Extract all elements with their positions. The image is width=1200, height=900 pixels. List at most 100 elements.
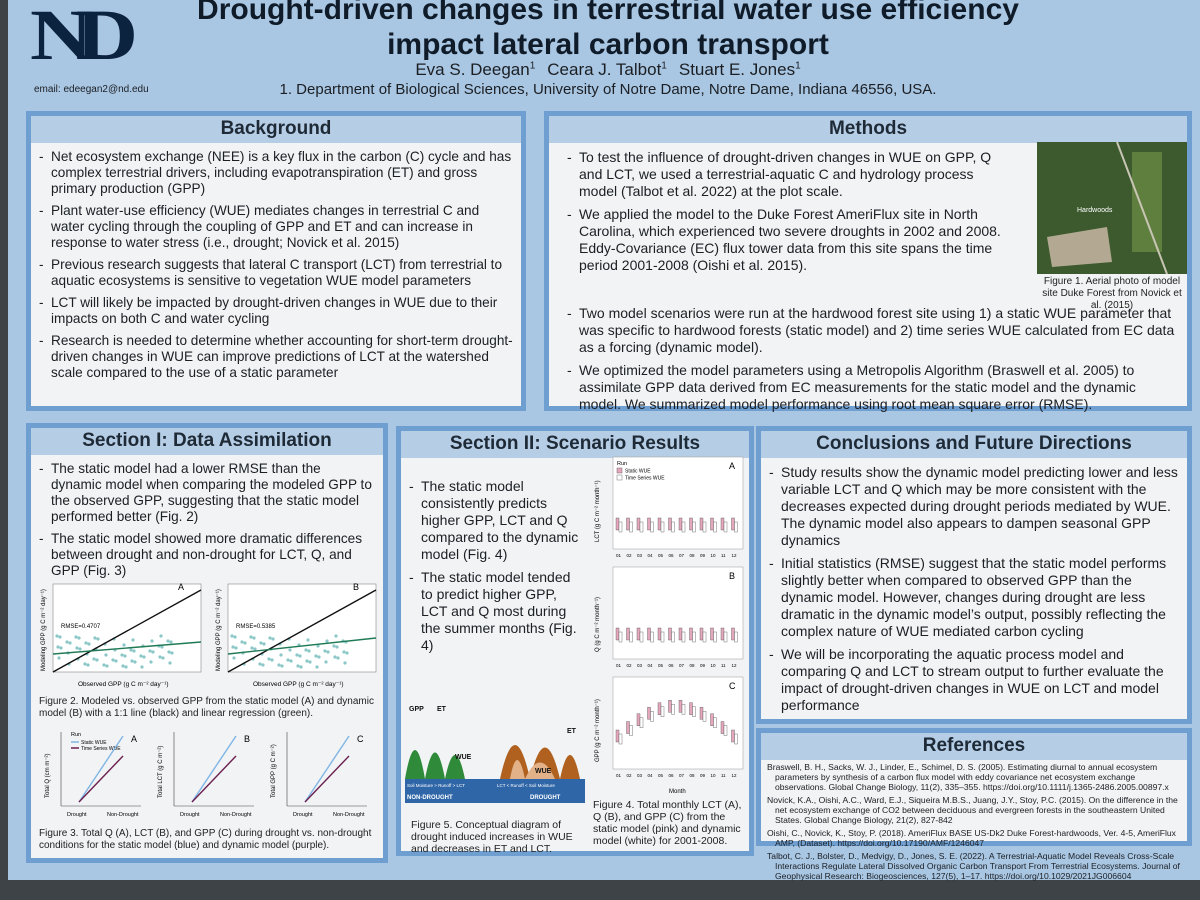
scatter-dot	[231, 645, 235, 649]
diagram-label: LCT < Runoff < Soil Moisture	[497, 783, 555, 788]
box	[734, 521, 738, 533]
box	[720, 721, 725, 734]
x-tick-label: 06	[669, 773, 675, 778]
scatter-dot	[96, 637, 100, 641]
box	[734, 631, 738, 643]
diagram-label: DROUGHT	[530, 795, 561, 801]
bullet-list: Net ecosystem exchange (NEE) is a key fl…	[37, 149, 513, 381]
diagram-label: Soil Moisture > Runoff > LCT	[407, 783, 465, 788]
scatter-dot	[83, 662, 87, 666]
bullet-list: The static model had a lower RMSE than t…	[37, 461, 375, 579]
x-tick-label: 05	[658, 663, 664, 668]
section2-text: The static model consistently predicts h…	[401, 458, 591, 654]
scatter-dot	[111, 658, 115, 662]
scatter-dot	[298, 654, 302, 658]
title: Drought-driven changes in terrestrial wa…	[158, 0, 1058, 62]
x-tick-label: 09	[700, 773, 706, 778]
scatter-dot	[160, 645, 164, 649]
legend-entry: Static WUE	[625, 469, 651, 475]
x-tick-label: 09	[700, 663, 706, 668]
x-tick-label: 02	[627, 773, 633, 778]
series-line	[78, 735, 124, 803]
scatter-dot	[93, 636, 97, 640]
figure-caption: Figure 4. Total monthly LCT (A), Q (B), …	[593, 799, 742, 847]
scatter-dot	[95, 658, 99, 662]
box	[720, 627, 725, 641]
box	[650, 521, 654, 533]
scatter-dot	[102, 663, 106, 667]
conclusions-panel: Conclusions and Future Directions Study r…	[756, 426, 1192, 724]
one-to-one-line	[52, 589, 202, 673]
box	[710, 627, 714, 641]
section-heading: References	[761, 733, 1187, 760]
y-axis-label: Modeling GPP (g C m⁻² day⁻¹)	[216, 589, 222, 671]
y-axis-label: Total Q (cm m⁻²)	[45, 753, 51, 798]
diagram-label: WUE	[455, 754, 472, 761]
series-line	[304, 735, 350, 803]
box	[668, 517, 672, 531]
reference: Novick, K.A., Oishi, A.C., Ward, E.J., S…	[767, 795, 1178, 825]
box	[689, 627, 693, 641]
scatter-dot	[253, 647, 257, 651]
x-tick-label: 07	[679, 773, 685, 778]
rmse-label: RMSE=0.4707	[61, 624, 101, 630]
x-axis-label: Observed GPP (g C m⁻² day⁻¹)	[253, 681, 344, 688]
section1-panel: Section I: Data Assimilation The static m…	[26, 423, 388, 863]
box	[723, 521, 728, 533]
scatter-dot	[277, 663, 281, 667]
bullet-list: To test the influence of drought-driven …	[565, 149, 1011, 274]
box	[660, 521, 665, 533]
box	[636, 713, 641, 726]
scatter-dot	[87, 642, 91, 646]
reference: Braswell, B. H., Sacks, W. J., Linder, E…	[767, 762, 1169, 792]
box	[629, 631, 633, 643]
panel-label: B	[244, 734, 250, 744]
bullet-list: The static model consistently predicts h…	[407, 478, 583, 654]
logo: ND	[30, 0, 138, 75]
scatter-dot	[58, 635, 62, 639]
scatter-dot	[158, 655, 162, 659]
x-tick-label: 12	[732, 773, 738, 778]
scatter-dot	[270, 658, 274, 662]
x-tick-label: 08	[690, 663, 696, 668]
scatter-dot	[304, 648, 308, 652]
x-tick-label: 07	[679, 663, 685, 668]
box	[626, 517, 630, 531]
bullet: Previous research suggests that lateral …	[37, 257, 513, 289]
x-tick-label: Drought	[293, 812, 313, 818]
scatter-dot	[120, 653, 124, 657]
x-tick-label: 10	[711, 663, 717, 668]
box	[626, 721, 630, 734]
scatter-dot	[104, 653, 108, 657]
scatter-dot	[343, 661, 347, 665]
scatter-dot	[308, 660, 312, 664]
diagram-label: NON-DROUGHT	[407, 795, 453, 801]
photo-field	[1132, 152, 1162, 252]
legend-swatch	[616, 474, 623, 481]
methods-text: To test the influence of drought-driven …	[549, 149, 1019, 274]
methods-panel: Methods To test the influence of drought-…	[544, 111, 1192, 412]
bullet: The static model consistently predicts h…	[407, 478, 583, 563]
scatter-dot	[333, 655, 337, 659]
y-axis-label: Modeling GPP (g C m⁻² day⁻¹)	[41, 589, 47, 671]
photo-road	[1116, 142, 1168, 274]
scatter-dot	[289, 659, 293, 663]
box	[702, 521, 707, 533]
box	[626, 627, 630, 641]
scatter-dot	[326, 650, 330, 654]
author: Ceara J. Talbot1	[547, 60, 667, 79]
panel-label: B	[729, 571, 735, 581]
panel-label: C	[729, 681, 736, 691]
scatter-dot	[78, 647, 82, 651]
box	[702, 711, 707, 722]
panel-label: C	[357, 734, 364, 744]
scatter-dot	[252, 636, 256, 640]
box	[615, 517, 620, 531]
scatter-dot	[316, 644, 320, 648]
bullet: The static model had a lower RMSE than t…	[37, 461, 375, 525]
legend-entry: Static WUE	[81, 740, 107, 746]
x-tick-label: 11	[721, 773, 726, 778]
box	[699, 707, 704, 720]
scatter-dot	[68, 641, 72, 645]
x-tick-label: 10	[711, 553, 717, 558]
